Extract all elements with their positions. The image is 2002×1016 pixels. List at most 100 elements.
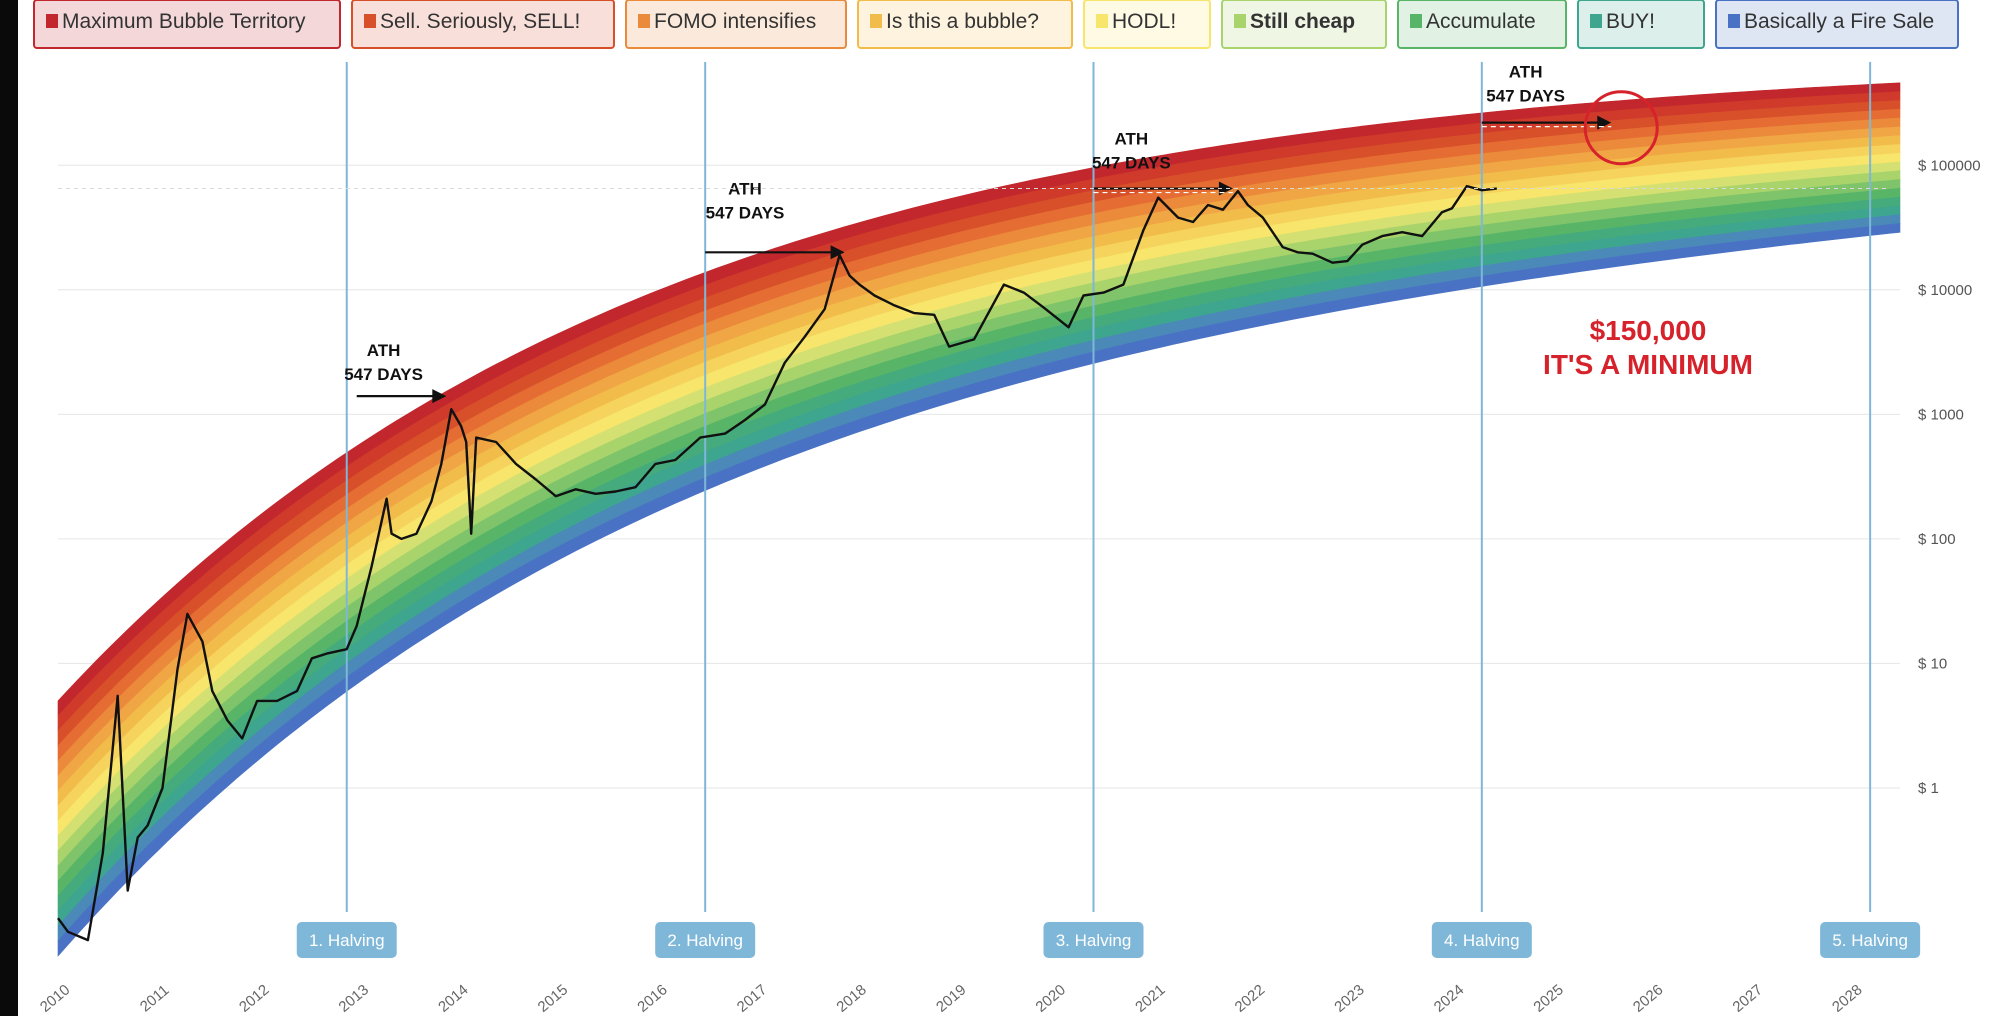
x-tick-label: 2011: [137, 982, 173, 1016]
halving-badge: 1. Halving: [296, 922, 397, 958]
ath-arrow-head: [432, 389, 447, 404]
x-tick-label: 2028: [1829, 981, 1865, 1015]
halving-badge-bg: [655, 922, 756, 958]
ath-days-label: 547 DAYS: [1092, 154, 1171, 173]
rainbow-band: [57, 223, 1901, 957]
halving-badge-bg: [1431, 922, 1532, 958]
ath-label: ATH: [1114, 130, 1148, 149]
halving-badge-bg: [296, 922, 397, 958]
ath-days-label: 547 DAYS: [344, 365, 423, 384]
callout-price: $150,000: [1590, 315, 1707, 346]
legend-label: Basically a Fire Sale: [1744, 10, 1934, 33]
legend-item: Still cheap: [1221, 0, 1387, 49]
legend-label: FOMO intensifies: [654, 10, 816, 33]
halving-lines: [345, 62, 1872, 912]
halving-badge: 2. Halving: [655, 922, 756, 958]
legend-item: Accumulate: [1397, 0, 1567, 49]
y-tick-label: $ 100: [1918, 531, 1956, 548]
halving-badge-label: 5. Halving: [1832, 931, 1908, 950]
legend-box: [1715, 0, 1959, 49]
x-tick-label: 2013: [336, 981, 372, 1015]
x-tick-label: 2021: [1132, 981, 1168, 1015]
callout-subtitle: IT'S A MINIMUM: [1543, 349, 1753, 380]
legend-box: [33, 0, 341, 49]
x-tick-label: 2012: [236, 981, 272, 1015]
x-axis-ticks: 2010 2011 2012 2013 2014 2015 2016 2017 2018 2019…: [37, 981, 1866, 1015]
halving-badge-label: 3. Halving: [1056, 931, 1132, 950]
y-tick-label: $ 100000: [1918, 157, 1981, 174]
x-tick-label: 2024: [1431, 981, 1467, 1015]
ath-label: ATH: [367, 341, 401, 360]
ath-arrow-head: [830, 245, 845, 260]
x-tick-label: 2010: [37, 981, 73, 1015]
x-tick-label: 2016: [634, 981, 670, 1015]
halving-badge: 5. Halving: [1820, 922, 1921, 958]
legend-item: Sell. Seriously, SELL!: [351, 0, 615, 49]
y-tick-label: $ 10000: [1918, 282, 1972, 299]
y-tick-label: $ 10: [1918, 655, 1947, 672]
halving-badge-bg: [1043, 922, 1144, 958]
price-line: [57, 184, 1497, 942]
halving-badge: 3. Halving: [1043, 922, 1144, 958]
x-tick-label: 2022: [1232, 981, 1268, 1015]
x-tick-label: 2018: [833, 981, 869, 1015]
y-tick-label: $ 1: [1918, 780, 1939, 797]
legend-swatch: [870, 14, 882, 28]
legend-label: HODL!: [1112, 10, 1176, 33]
legend-box: [1221, 0, 1387, 49]
legend-swatch: [1096, 14, 1108, 28]
legend-item: HODL!: [1083, 0, 1211, 49]
halving-badges: 1. Halving 2. Halving 3. Halving 4. Halving…: [296, 922, 1921, 958]
legend-box: [1083, 0, 1211, 49]
screen-bezel: [0, 0, 18, 1016]
legend-swatch: [1590, 14, 1602, 28]
rainbow-bands: [57, 82, 1901, 957]
legend-box: [1397, 0, 1567, 49]
ath-annotation: ATH 547 DAYS: [344, 341, 447, 404]
legend-box: [1577, 0, 1705, 49]
x-tick-label: 2015: [535, 981, 571, 1015]
y-axis-ticks: $ 1 $ 10 $ 100 $ 1000 $ 10000 $ 100000: [1918, 157, 1981, 797]
x-tick-label: 2025: [1530, 981, 1566, 1015]
ath-label: ATH: [1509, 63, 1543, 82]
legend-swatch: [364, 14, 376, 28]
legend-label: Sell. Seriously, SELL!: [380, 10, 580, 33]
ath-annotations: ATH 547 DAYS ATH 547 DAYS ATH 547 DAYS ATH 547 …: [58, 63, 1890, 404]
legend-label: Is this a bubble?: [886, 10, 1039, 33]
legend-box: [351, 0, 615, 49]
x-tick-label: 2026: [1630, 981, 1666, 1015]
legend-swatch: [46, 14, 58, 28]
halving-badge-label: 4. Halving: [1444, 931, 1520, 950]
legend-label: Accumulate: [1426, 10, 1536, 33]
ath-label: ATH: [728, 179, 762, 198]
y-tick-label: $ 1000: [1918, 406, 1964, 423]
legend-item: BUY!: [1577, 0, 1705, 49]
legend-box: [625, 0, 847, 49]
legend-label: BUY!: [1606, 10, 1655, 33]
legend-label: Still cheap: [1250, 10, 1355, 33]
legend-label: Maximum Bubble Territory: [62, 10, 306, 33]
legend-swatch: [1410, 14, 1422, 28]
legend-swatch: [1234, 14, 1246, 28]
halving-badge-label: 2. Halving: [667, 931, 743, 950]
legend-item: Is this a bubble?: [857, 0, 1073, 49]
legend-box: [857, 0, 1073, 49]
legend-swatch: [638, 14, 650, 28]
target-circle: [1583, 90, 1659, 166]
halving-badge-label: 1. Halving: [309, 931, 385, 950]
legend-item: Basically a Fire Sale: [1715, 0, 1959, 49]
ath-days-label: 547 DAYS: [706, 203, 785, 222]
legend: Maximum Bubble Territory Sell. Seriously,…: [33, 0, 1959, 49]
x-tick-label: 2019: [933, 981, 969, 1015]
x-tick-label: 2023: [1331, 981, 1367, 1015]
ath-days-label: 547 DAYS: [1486, 87, 1565, 106]
halving-badge: 4. Halving: [1431, 922, 1532, 958]
halving-badge-bg: [1820, 922, 1921, 958]
legend-item: Maximum Bubble Territory: [33, 0, 341, 49]
x-tick-label: 2027: [1730, 981, 1766, 1015]
price-series: [57, 184, 1497, 942]
x-tick-label: 2020: [1033, 981, 1069, 1015]
